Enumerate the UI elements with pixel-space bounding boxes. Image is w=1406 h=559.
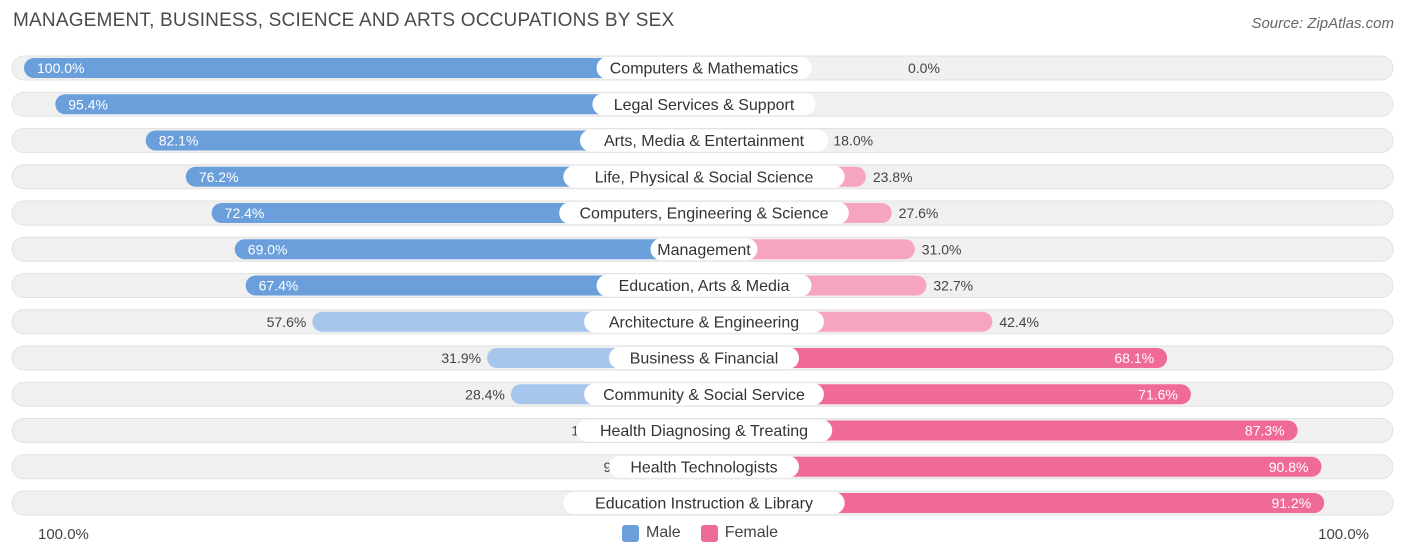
source-label: Source: ZipAtlas.com	[1251, 15, 1394, 32]
category-pill	[579, 129, 829, 152]
bar-female	[704, 420, 1298, 441]
bar-male	[145, 130, 705, 151]
value-label-female: 18.0%	[833, 133, 873, 149]
value-label-male: 82.1%	[159, 133, 199, 149]
category-pill	[559, 202, 849, 224]
category-label: Education Instruction & Library	[595, 496, 813, 513]
category-label: Management	[657, 242, 751, 259]
category-pill	[584, 310, 824, 333]
bar-female	[704, 384, 1191, 405]
category-pill	[584, 383, 824, 406]
value-label-male: 69.0%	[248, 241, 288, 257]
legend-item-male: Male	[622, 524, 681, 542]
category-label: Computers & Mathematics	[610, 61, 799, 78]
category-label: Business & Financial	[630, 351, 779, 368]
bar-male	[55, 94, 704, 115]
category-pill	[563, 165, 845, 188]
bar-female	[704, 493, 1325, 513]
category-label: Education, Arts & Media	[619, 278, 790, 295]
value-label-female: 0.0%	[908, 60, 940, 76]
value-label-female: 42.4%	[999, 314, 1039, 330]
value-label-female: 32.7%	[933, 278, 973, 294]
value-label-male: 72.4%	[225, 205, 265, 221]
category-pill	[609, 455, 799, 478]
bar-female	[704, 456, 1322, 477]
legend: Male Female	[622, 524, 798, 542]
category-pill	[563, 492, 845, 514]
value-label-female: 91.2%	[1271, 495, 1311, 511]
legend-swatch-female	[700, 524, 718, 542]
value-label-female: 68.1%	[1114, 350, 1154, 366]
category-label: Health Technologists	[630, 459, 777, 476]
category-pill	[609, 347, 799, 369]
bar-female	[704, 239, 915, 260]
value-label-female: 90.8%	[1269, 459, 1309, 475]
legend-item-female: Female	[700, 524, 779, 542]
value-label-female: 31.0%	[922, 241, 962, 257]
category-label: Community & Social Service	[603, 387, 805, 404]
legend-swatch-male	[622, 524, 639, 542]
category-pill	[650, 238, 758, 261]
value-label-male: 76.2%	[199, 169, 239, 185]
bar-female	[704, 348, 1168, 368]
category-label: Arts, Media & Entertainment	[604, 133, 805, 150]
bar-male	[234, 239, 705, 260]
value-label-male: 31.9%	[441, 350, 481, 366]
value-label-female: 71.6%	[1138, 386, 1178, 402]
value-label-male: 67.4%	[259, 278, 299, 294]
category-pill	[575, 419, 833, 442]
value-label-female: 87.3%	[1245, 423, 1285, 439]
value-label-female: 27.6%	[899, 205, 939, 221]
axis-left-label: 100.0%	[38, 526, 89, 543]
category-label: Life, Physical & Social Science	[595, 169, 814, 186]
value-label-male: 57.6%	[267, 314, 307, 330]
bar-male	[245, 275, 704, 296]
chart-title: MANAGEMENT, BUSINESS, SCIENCE AND ARTS O…	[13, 10, 675, 31]
category-pill	[596, 274, 812, 297]
category-label: Computers, Engineering & Science	[579, 206, 828, 223]
value-label-female: 23.8%	[873, 169, 913, 185]
category-label: Legal Services & Support	[614, 97, 795, 114]
bar-male	[24, 58, 704, 78]
value-label-male: 95.4%	[68, 96, 108, 112]
value-label-male: 100.0%	[37, 60, 84, 76]
diverging-bar-chart: 100.0%0.0%Computers & Mathematics95.4%4.…	[11, 55, 1394, 516]
value-label-male: 28.4%	[465, 386, 505, 402]
legend-label-male: Male	[646, 524, 681, 541]
category-label: Architecture & Engineering	[609, 314, 799, 331]
axis-right-label: 100.0%	[1318, 526, 1369, 543]
category-label: Health Diagnosing & Treating	[600, 423, 808, 440]
category-pill	[592, 93, 816, 116]
category-pill	[596, 57, 812, 79]
legend-label-female: Female	[724, 524, 779, 541]
